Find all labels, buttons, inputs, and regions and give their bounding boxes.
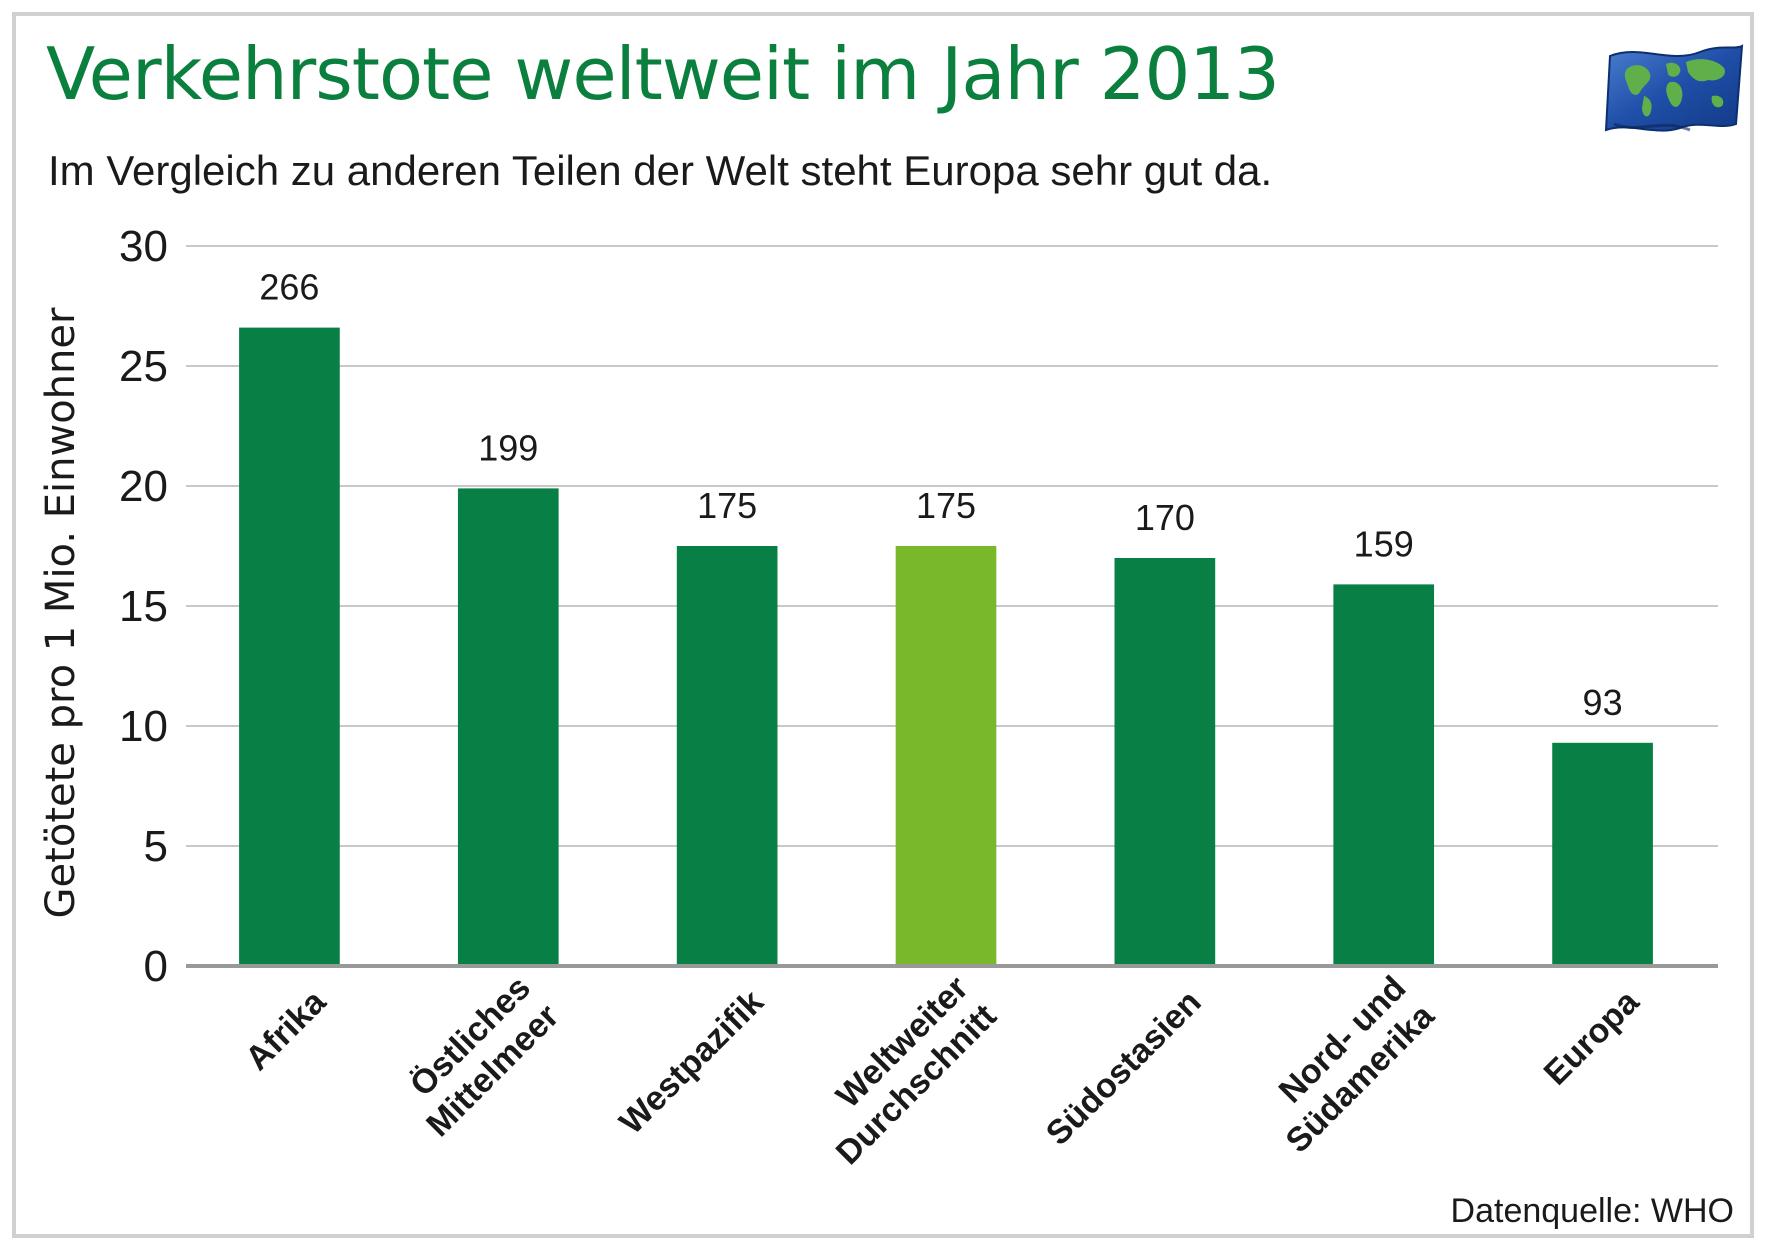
data-label: 93 xyxy=(1583,682,1623,723)
bar xyxy=(239,327,340,967)
bar xyxy=(1114,558,1216,966)
y-tick-label: 0 xyxy=(144,942,168,991)
chart-subtitle: Im Vergleich zu anderen Teilen der Welt … xyxy=(48,147,1273,194)
bar xyxy=(895,546,997,966)
bar xyxy=(457,488,559,966)
data-label: 266 xyxy=(259,267,319,308)
y-tick-label: 20 xyxy=(119,462,168,511)
category-label: Südostasien xyxy=(1039,983,1209,1153)
y-tick-labels: 0 5 10 15 20 25 30 xyxy=(119,222,168,991)
data-label: 175 xyxy=(916,485,976,526)
world-map-flag-icon xyxy=(1604,44,1744,132)
bar xyxy=(676,546,778,966)
bar xyxy=(1552,742,1653,966)
data-source: Datenquelle: WHO xyxy=(1450,1192,1734,1230)
chart-title: Verkehrstote weltweit im Jahr 2013 xyxy=(46,32,1280,116)
category-label-line: Westpazifik xyxy=(612,983,771,1142)
y-axis-label: Getötete pro 1 Mio. Einwohner xyxy=(38,307,84,918)
bars xyxy=(239,327,1653,967)
data-labels: 266 199 175 175 170 159 93 xyxy=(259,267,1622,723)
data-label: 175 xyxy=(697,485,757,526)
data-label: 159 xyxy=(1354,523,1414,564)
y-tick-label: 5 xyxy=(144,822,168,871)
bar xyxy=(1333,584,1435,966)
y-tick-label: 15 xyxy=(119,582,168,631)
category-label-line: Europa xyxy=(1537,982,1647,1092)
y-tick-label: 30 xyxy=(119,222,168,271)
category-label-line: Südostasien xyxy=(1039,983,1209,1153)
y-tick-label: 25 xyxy=(119,342,168,391)
y-tick-label: 10 xyxy=(119,702,168,751)
data-label: 170 xyxy=(1135,497,1195,538)
data-label: 199 xyxy=(478,427,538,468)
category-label: Europa xyxy=(1537,982,1647,1092)
category-label-line: Afrika xyxy=(238,982,334,1078)
category-label: Afrika xyxy=(238,982,334,1078)
category-label: Westpazifik xyxy=(612,983,771,1142)
